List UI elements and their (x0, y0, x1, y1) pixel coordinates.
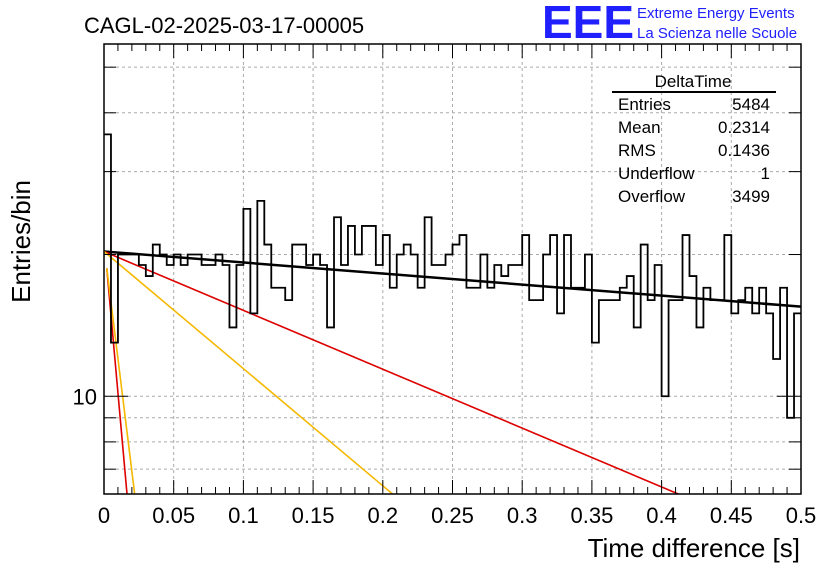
stat-label: Mean (618, 118, 661, 137)
logo-subtitle-line1: Extreme Energy Events (637, 5, 795, 22)
y-tick-label: 10 (73, 384, 97, 409)
fit-curve-yellow (103, 250, 394, 495)
fit-curve-red (105, 268, 128, 495)
fit-curve-black (103, 250, 802, 308)
x-tick-label: 0.1 (228, 503, 259, 528)
x-tick-label: 0.05 (152, 503, 195, 528)
x-tick-label: 0.4 (646, 503, 677, 528)
x-axis-title: Time difference [s] (588, 533, 800, 563)
y-axis-title: Entries/bin (6, 180, 36, 303)
x-tick-label: 0.2 (368, 503, 399, 528)
stat-label: RMS (618, 141, 656, 160)
stats-rows: Entries 5484 Mean 0.2314 RMS 0.1436 Underflow 1… (618, 95, 770, 206)
stat-label: Overflow (618, 187, 686, 206)
histogram-steps (104, 133, 801, 419)
chart-title: CAGL-02-2025-03-17-00005 (84, 13, 364, 38)
stat-value: 3499 (732, 187, 770, 206)
stat-label: Underflow (618, 164, 695, 183)
y-tick-labels: 10 (73, 384, 97, 409)
x-tick-labels: 0 0.05 0.1 0.15 0.2 0.25 0.3 0.35 0.4 0.45 0.5 (98, 503, 816, 528)
stat-value: 1 (761, 164, 770, 183)
eee-logo: EEE (542, 0, 634, 48)
x-tick-label: 0.35 (570, 503, 613, 528)
x-tick-label: 0.15 (292, 503, 335, 528)
x-tick-label: 0.3 (507, 503, 538, 528)
stat-value: 0.1436 (718, 141, 770, 160)
stats-box: DeltaTime Entries 5484 Mean 0.2314 RMS 0.1436… (612, 72, 776, 206)
axis-ticks (103, 44, 802, 494)
stat-label: Entries (618, 95, 671, 114)
histogram-series (104, 133, 801, 419)
grid-lines (104, 44, 801, 494)
logo-subtitle-line2: La Scienza nelle Scuole (637, 25, 797, 42)
stat-value: 0.2314 (718, 118, 770, 137)
fit-curve-red (103, 250, 679, 495)
x-tick-label: 0 (98, 503, 110, 528)
stat-value: 5484 (732, 95, 770, 114)
x-tick-label: 0.5 (786, 503, 817, 528)
x-tick-label: 0.25 (431, 503, 474, 528)
stats-box-title: DeltaTime (655, 72, 732, 91)
x-tick-label: 0.45 (710, 503, 753, 528)
